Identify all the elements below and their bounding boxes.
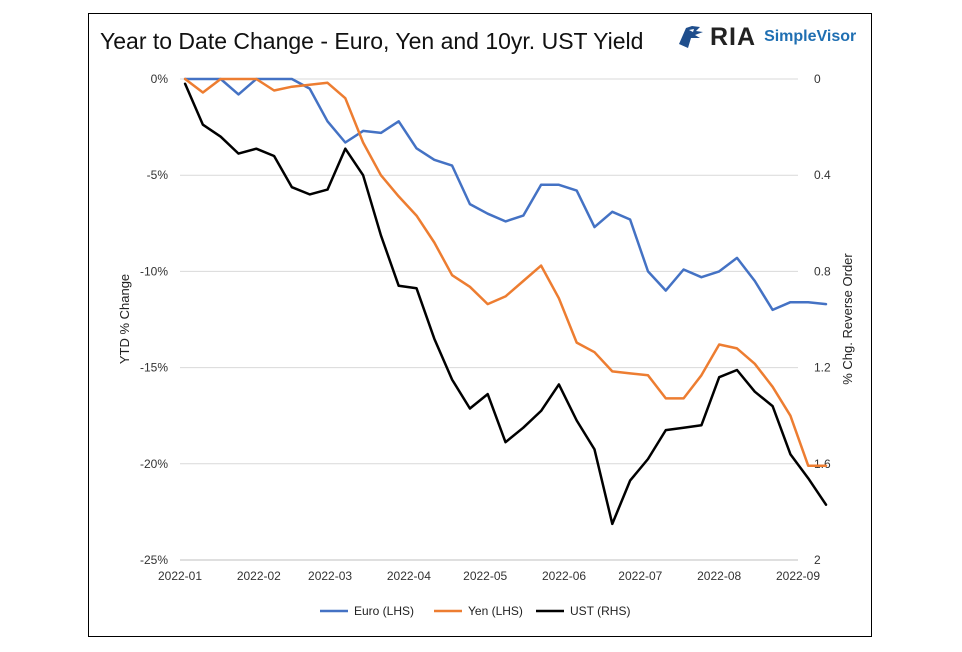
right-y-tick-label: 1.6 (814, 457, 831, 471)
ust-line (183, 82, 828, 526)
x-tick-label: 2022-04 (387, 569, 431, 583)
ria-logo: RIA SimpleVisor (676, 22, 856, 52)
eagle-icon (679, 26, 703, 48)
right-y-tick-label: 0.8 (814, 264, 831, 278)
series-lines (183, 77, 828, 526)
legend-label-euro: Euro (LHS) (354, 604, 414, 618)
left-y-tick-label: -20% (140, 457, 168, 471)
yen-line (183, 77, 828, 467)
chart-title: Year to Date Change - Euro, Yen and 10yr… (100, 28, 644, 54)
right-y-axis-label: % Chg. Reverse Order (840, 253, 855, 385)
legend-label-yen: Yen (LHS) (468, 604, 523, 618)
left-y-tick-label: -15% (140, 361, 168, 375)
right-y-axis: 0 0.4 0.8 1.2 1.6 2 (814, 72, 831, 567)
left-y-tick-label: 0% (151, 72, 169, 86)
right-y-tick-label: 0 (814, 72, 821, 86)
x-tick-label: 2022-09 (776, 569, 820, 583)
x-tick-label: 2022-03 (308, 569, 352, 583)
gridlines (180, 78, 798, 561)
left-y-tick-label: -5% (147, 168, 169, 182)
right-y-tick-label: 1.2 (814, 361, 831, 375)
left-y-axis: 0% -5% -10% -15% -20% -25% (140, 72, 168, 567)
right-y-tick-label: 2 (814, 553, 821, 567)
left-y-axis-label: YTD % Change (117, 274, 132, 364)
x-axis: 2022-01 2022-02 2022-03 2022-04 2022-05 2022-… (158, 559, 820, 583)
chart-frame (88, 13, 872, 637)
left-y-tick-label: -10% (140, 264, 168, 278)
x-tick-label: 2022-05 (463, 569, 507, 583)
x-tick-label: 2022-02 (237, 569, 281, 583)
legend: Euro (LHS) Yen (LHS) UST (RHS) (320, 604, 630, 618)
euro-line (183, 77, 828, 312)
x-tick-label: 2022-06 (542, 569, 586, 583)
legend-label-ust: UST (RHS) (570, 604, 630, 618)
logo-ria-text: RIA (710, 22, 757, 51)
x-tick-label: 2022-01 (158, 569, 202, 583)
x-tick-label: 2022-08 (697, 569, 741, 583)
right-y-tick-label: 0.4 (814, 168, 831, 182)
logo-simplevisor-text: SimpleVisor (764, 28, 857, 45)
x-tick-label: 2022-07 (618, 569, 662, 583)
left-y-tick-label: -25% (140, 553, 168, 567)
